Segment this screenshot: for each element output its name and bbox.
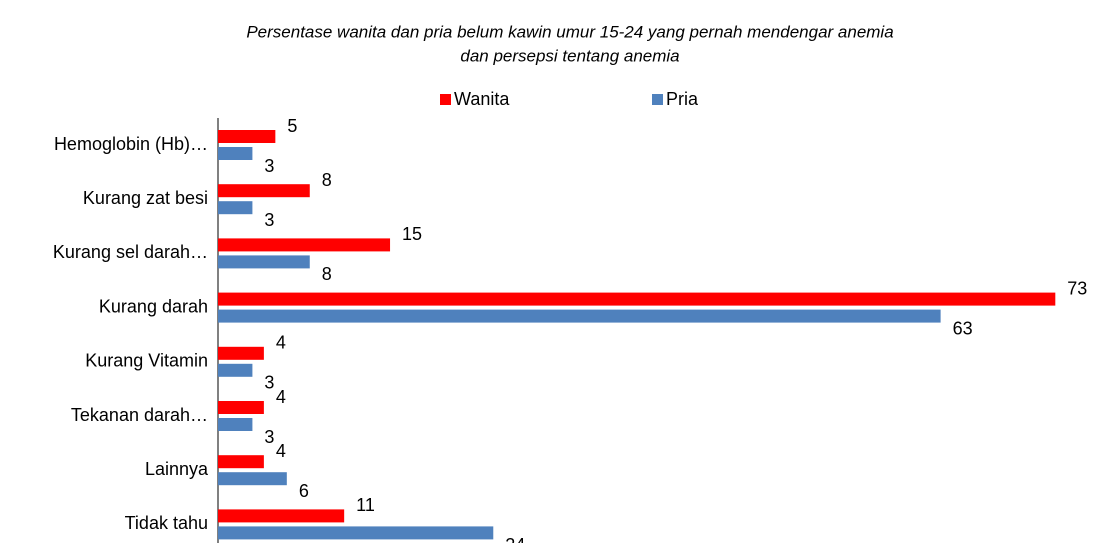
legend-swatch: [440, 94, 451, 105]
data-label: 73: [1067, 278, 1087, 298]
data-label: 4: [276, 333, 286, 353]
data-label: 8: [322, 264, 332, 284]
data-label: 11: [356, 495, 375, 515]
bar: [218, 401, 264, 414]
data-label: 3: [264, 427, 274, 447]
y-tick-label: Hemoglobin (Hb)…: [54, 134, 208, 154]
y-tick-label: Lainnya: [145, 459, 209, 479]
bar: [218, 238, 391, 252]
bar: [218, 363, 253, 377]
data-label: 3: [264, 373, 274, 393]
chart-title: dan persepsi tentang anemia: [460, 46, 679, 65]
bar: [218, 184, 310, 198]
bar: [218, 346, 264, 360]
bar: [218, 418, 253, 431]
bar: [218, 201, 253, 215]
bar: [218, 255, 310, 269]
y-tick-label: Kurang zat besi: [83, 188, 208, 208]
legend-swatch: [652, 94, 663, 105]
legend-label: Wanita: [454, 89, 510, 109]
data-label: 63: [953, 318, 973, 338]
data-label: 4: [276, 441, 286, 461]
bar: [218, 509, 345, 523]
y-tick-label: Kurang Vitamin: [85, 351, 208, 371]
bar: [218, 130, 276, 143]
bar: [218, 309, 941, 323]
data-label: 8: [322, 170, 332, 190]
bar: [218, 455, 264, 469]
y-tick-label: Tidak tahu: [125, 513, 208, 533]
data-label: 4: [276, 387, 286, 407]
data-label: 24: [505, 535, 525, 543]
legend-label: Pria: [666, 89, 699, 109]
chart-title: Persentase wanita dan pria belum kawin u…: [246, 22, 893, 41]
data-label: 3: [264, 156, 274, 176]
y-tick-label: Kurang sel darah…: [53, 242, 208, 262]
bar: [218, 526, 494, 540]
bar: [218, 147, 253, 160]
bar: [218, 472, 287, 486]
data-label: 6: [299, 481, 309, 501]
y-tick-label: Tekanan darah…: [71, 405, 208, 425]
y-tick-label: Kurang darah: [99, 296, 208, 316]
data-label: 5: [287, 116, 297, 136]
data-label: 15: [402, 224, 422, 244]
data-label: 3: [264, 210, 274, 230]
bar: [218, 292, 1056, 306]
